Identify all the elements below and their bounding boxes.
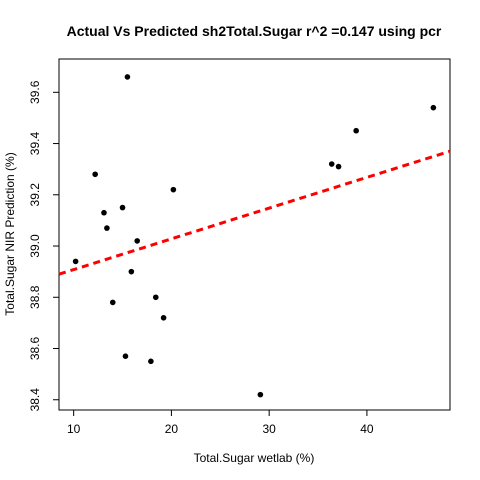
x-tick-label: 10 [67,422,81,436]
data-point [134,238,140,244]
data-point [152,294,159,301]
chart-title: Actual Vs Predicted sh2Total.Sugar r^2 =… [67,23,442,39]
data-point [72,258,79,265]
data-point [109,299,116,306]
points-layer [72,74,437,398]
data-point [430,104,437,111]
data-point [124,74,131,80]
data-point [101,209,107,216]
data-point [92,171,98,178]
y-tick-label: 39.0 [28,234,42,258]
y-axis-label: Total.Sugar NIR Prediction (%) [3,152,17,315]
fit-line [58,149,451,276]
x-tick-label: 20 [165,422,179,436]
data-point [128,268,135,275]
x-axis-label: Total.Sugar wetlab (%) [194,451,315,465]
y-tick-label: 38.4 [28,388,42,412]
data-point [119,204,126,211]
x-axis: 10 20 30 40 [67,410,374,436]
data-point [122,353,129,359]
y-tick-label: 39.6 [28,80,42,104]
data-point [170,186,177,193]
data-point [328,161,335,167]
x-tick-label: 40 [360,422,374,436]
data-point [148,358,154,365]
data-point [160,314,167,321]
data-point [257,391,264,398]
x-tick-label: 30 [262,422,276,436]
plot-frame [58,58,451,411]
data-point [353,127,359,134]
y-tick-label: 39.4 [28,132,42,156]
y-axis: 38.4 38.6 38.8 39.0 39.2 39.4 39.6 [28,80,59,411]
fit-line-layer [58,149,451,276]
y-tick-label: 38.6 [28,337,42,361]
y-tick-label: 38.8 [28,285,42,309]
y-tick-label: 39.2 [28,183,42,207]
data-point [335,163,342,170]
data-point [104,225,110,231]
